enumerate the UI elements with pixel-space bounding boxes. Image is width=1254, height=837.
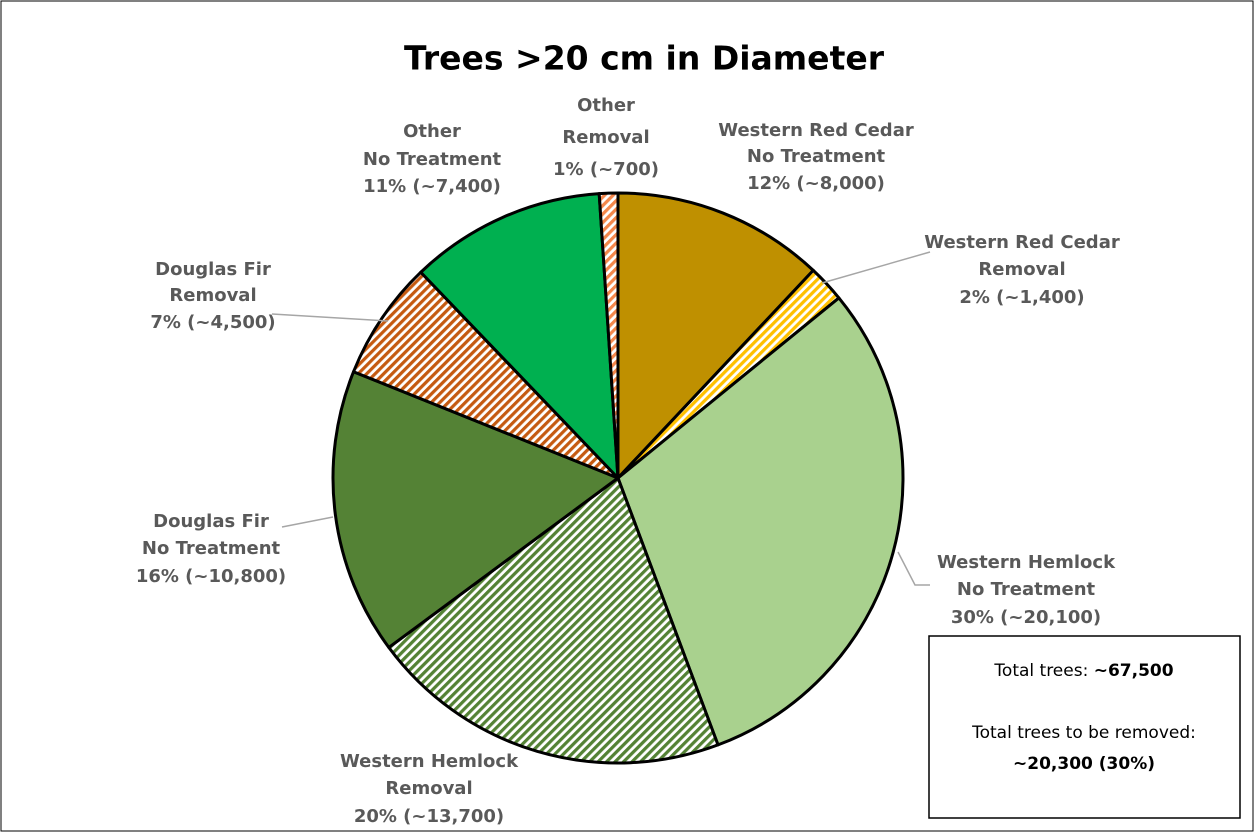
- pie-slice: [387, 476, 720, 765]
- slice-label: Western Red Cedar: [718, 120, 914, 141]
- slice-label: No Treatment: [747, 146, 886, 167]
- leader-line: [897, 551, 930, 586]
- slice-label: Western Red Cedar: [924, 232, 1120, 253]
- data-label: 30% (~20,100): [951, 607, 1101, 628]
- slice-label: Western Hemlock: [937, 552, 1116, 573]
- leader-line: [821, 251, 931, 284]
- slice-label: Removal: [385, 778, 472, 799]
- slice-label: Removal: [169, 285, 256, 306]
- pie-slice: [616, 296, 905, 747]
- pie-slice: [331, 370, 620, 649]
- removed-label: Total trees to be removed:: [971, 723, 1196, 743]
- data-label: 20% (~13,700): [354, 806, 504, 827]
- slice-label: Western Hemlock: [340, 751, 519, 772]
- annotation-text: Total trees: ~67,500: [993, 661, 1173, 681]
- pie-slice: [597, 191, 620, 480]
- slice-label: Removal: [978, 259, 1065, 280]
- data-label: 12% (~8,000): [747, 173, 885, 194]
- leader-line: [281, 516, 334, 528]
- total-label: Total trees:: [993, 661, 1088, 681]
- data-label: 11% (~7,400): [363, 176, 501, 197]
- total-value: ~67,500: [1094, 661, 1174, 681]
- annotation-box: [928, 635, 1241, 819]
- data-label: 7% (~4,500): [150, 312, 275, 333]
- pie: [331, 191, 905, 765]
- data-label: 2% (~1,400): [959, 287, 1084, 308]
- slice-label: Removal: [562, 127, 649, 148]
- slice-label: No Treatment: [142, 538, 281, 559]
- pie-slice: [419, 192, 620, 480]
- data-label: 16% (~10,800): [136, 566, 286, 587]
- slice-label: Other: [403, 121, 461, 142]
- data-label: 1% (~700): [553, 159, 659, 180]
- slice-label: Douglas Fir: [155, 259, 271, 280]
- slice-label: Douglas Fir: [153, 511, 269, 532]
- pie-slice: [616, 191, 815, 480]
- slice-label: Other: [577, 95, 635, 116]
- leader-line: [271, 313, 389, 322]
- slice-label: No Treatment: [957, 579, 1096, 600]
- removed-value: ~20,300 (30%): [1013, 754, 1155, 774]
- chart-title: Trees >20 cm in Diameter: [404, 39, 885, 78]
- slice-label: No Treatment: [363, 149, 502, 170]
- pie-slice: [352, 270, 620, 480]
